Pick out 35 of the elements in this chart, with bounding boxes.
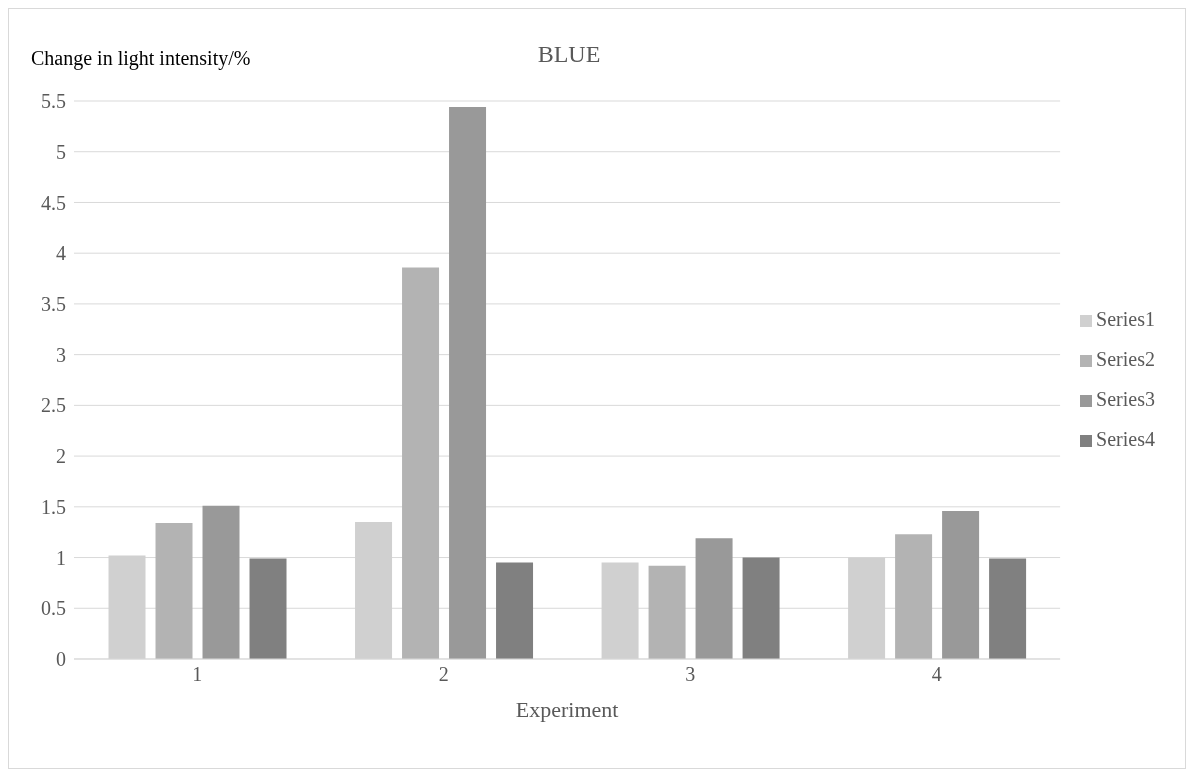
- bar: [895, 534, 933, 659]
- y-axis-title: Change in light intensity/%: [31, 47, 251, 70]
- bar: [202, 505, 240, 659]
- y-tick-label: 5: [56, 140, 66, 163]
- bar: [695, 538, 733, 659]
- y-tick-label: 1: [56, 546, 66, 569]
- y-tick-label: 0: [56, 648, 66, 671]
- y-tick-label: 0.5: [41, 597, 66, 620]
- legend-label: Series2: [1096, 348, 1155, 370]
- x-tick-label: 3: [685, 663, 696, 686]
- chart-title: BLUE: [537, 41, 601, 67]
- y-tick-label: 2: [56, 445, 66, 468]
- bar: [249, 558, 287, 659]
- y-tick-label: 2.5: [41, 394, 66, 417]
- bar: [496, 562, 534, 659]
- legend-label: Series4: [1096, 428, 1155, 450]
- legend-label: Series1: [1096, 308, 1155, 330]
- bar: [742, 557, 780, 659]
- bar: [989, 558, 1027, 659]
- x-tick-label: 1: [192, 663, 203, 686]
- y-tick-label: 4.5: [41, 191, 66, 214]
- x-tick-label: 2: [438, 663, 449, 686]
- bar: [402, 267, 440, 659]
- bar: [648, 565, 686, 659]
- y-tick-label: 1.5: [41, 495, 66, 518]
- y-tick-label: 3: [56, 343, 66, 366]
- bar: [155, 523, 193, 659]
- y-tick-label: 5.5: [41, 90, 66, 113]
- x-axis-title: Experiment: [515, 697, 619, 722]
- bar: [449, 107, 487, 659]
- y-tick-label: 3.5: [41, 293, 66, 316]
- bar: [942, 510, 980, 659]
- x-tick-label: 4: [931, 663, 942, 686]
- y-tick-label: 4: [56, 242, 66, 265]
- legend-label: Series3: [1096, 388, 1155, 410]
